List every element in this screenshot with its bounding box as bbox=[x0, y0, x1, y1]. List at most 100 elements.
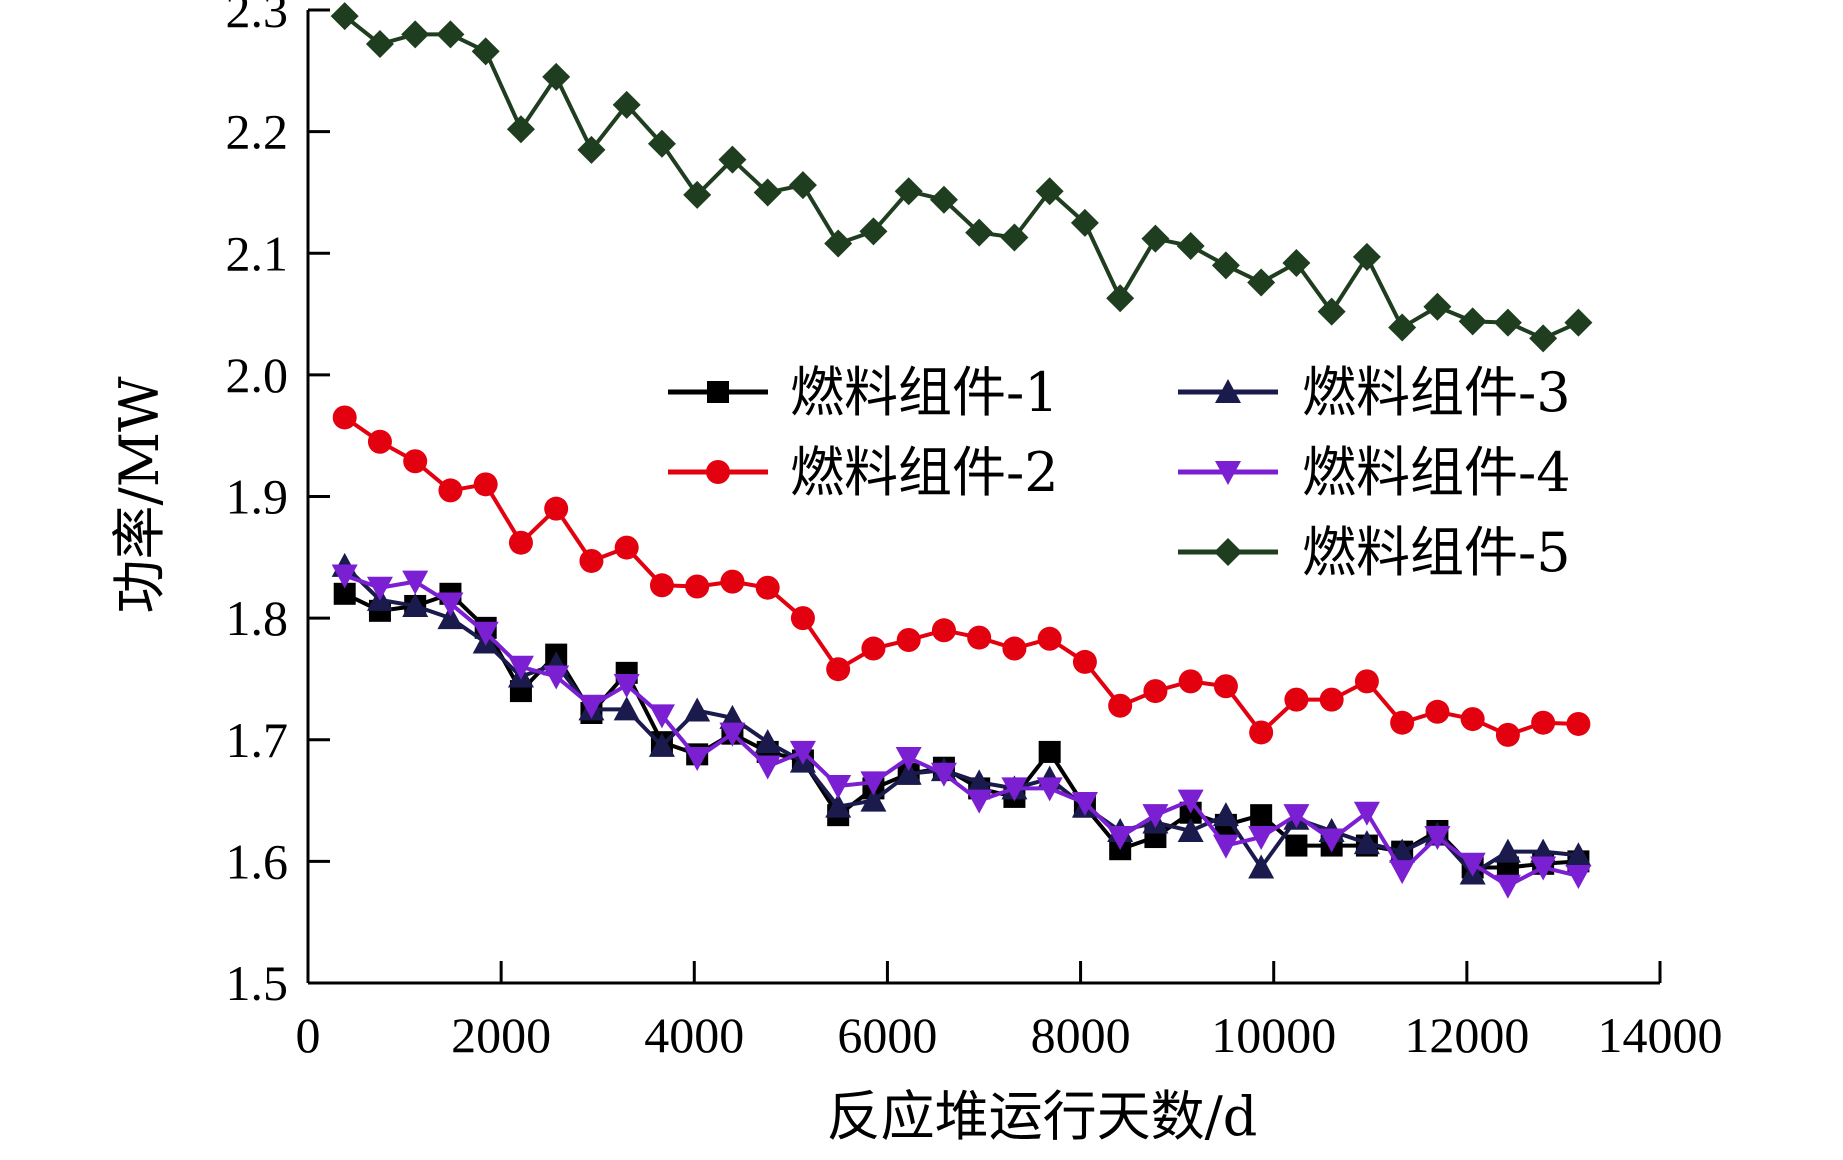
data-point bbox=[1107, 826, 1134, 851]
data-point bbox=[895, 746, 922, 771]
data-point bbox=[1565, 864, 1592, 889]
legend-label: 燃料组件-2 bbox=[790, 441, 1059, 504]
data-point bbox=[931, 618, 956, 643]
data-point bbox=[1212, 834, 1239, 859]
data-point bbox=[1494, 874, 1521, 899]
legend-marker bbox=[1214, 538, 1242, 566]
data-point bbox=[647, 129, 676, 158]
data-point bbox=[720, 569, 745, 594]
data-point bbox=[826, 657, 851, 682]
data-point bbox=[365, 30, 394, 59]
legend-item-4: 燃料组件-4 bbox=[1178, 441, 1571, 504]
data-point bbox=[1212, 802, 1239, 827]
data-point bbox=[1002, 636, 1027, 661]
data-point bbox=[1036, 777, 1063, 802]
legend-item-2: 燃料组件-2 bbox=[668, 441, 1059, 504]
legend: 燃料组件-1 燃料组件-2 燃料组件-3 燃料组件-4 燃料组件-5 bbox=[668, 361, 1571, 584]
series-5 bbox=[330, 2, 1593, 353]
data-point bbox=[1249, 720, 1274, 745]
y-tick-label: 1.7 bbox=[226, 712, 289, 768]
data-point bbox=[333, 582, 356, 605]
data-point bbox=[1388, 313, 1417, 342]
data-point bbox=[896, 628, 921, 653]
data-point bbox=[507, 655, 534, 680]
y-tick-label: 1.5 bbox=[226, 955, 289, 1011]
y-axis-ticks: 1.5 1.6 1.7 1.8 1.9 2.0 2.1 2.2 2.3 bbox=[226, 0, 330, 1011]
data-point bbox=[860, 787, 887, 812]
data-point bbox=[1494, 838, 1521, 863]
series-2 bbox=[332, 405, 1591, 747]
y-tick-label: 2.3 bbox=[226, 0, 289, 38]
data-point bbox=[1213, 674, 1238, 699]
data-point bbox=[1531, 710, 1556, 735]
data-point bbox=[1425, 699, 1450, 724]
data-point bbox=[1250, 804, 1273, 827]
data-point bbox=[1106, 284, 1135, 313]
x-tick-label: 8000 bbox=[1031, 1007, 1131, 1063]
data-point bbox=[1564, 308, 1593, 337]
data-point bbox=[649, 573, 674, 598]
data-point bbox=[1035, 177, 1064, 206]
data-point bbox=[1178, 669, 1203, 694]
y-tick-label: 1.6 bbox=[226, 833, 289, 889]
data-point bbox=[1458, 307, 1487, 336]
data-point bbox=[1565, 842, 1592, 867]
data-point bbox=[1319, 687, 1344, 712]
data-point bbox=[544, 496, 569, 521]
data-point bbox=[472, 621, 499, 646]
data-point bbox=[648, 732, 675, 757]
data-point bbox=[1285, 834, 1308, 857]
data-point bbox=[438, 478, 463, 503]
data-point bbox=[578, 694, 605, 719]
data-point bbox=[506, 115, 535, 144]
data-point bbox=[1038, 740, 1061, 763]
data-point bbox=[1000, 223, 1029, 252]
legend-label: 燃料组件-3 bbox=[1302, 361, 1571, 424]
data-point bbox=[367, 429, 392, 454]
x-tick-label: 4000 bbox=[644, 1007, 744, 1063]
series-line bbox=[343, 14, 1580, 341]
data-point bbox=[401, 20, 430, 49]
data-point bbox=[967, 625, 992, 650]
y-axis-title: 功率/MW bbox=[108, 376, 171, 613]
x-tick-label: 2000 bbox=[451, 1007, 551, 1063]
data-point bbox=[402, 592, 429, 617]
data-point bbox=[1318, 828, 1345, 853]
legend-label: 燃料组件-5 bbox=[1302, 521, 1571, 584]
x-tick-label: 6000 bbox=[837, 1007, 937, 1063]
data-point bbox=[614, 535, 639, 560]
data-point bbox=[648, 704, 675, 729]
x-axis-ticks: 0 2000 4000 6000 8000 10000 12000 14000 bbox=[296, 961, 1723, 1063]
data-point bbox=[1493, 308, 1522, 337]
data-point bbox=[1072, 649, 1097, 674]
data-point bbox=[965, 218, 994, 247]
data-point bbox=[683, 180, 712, 209]
y-tick-label: 2.1 bbox=[226, 225, 289, 281]
data-point bbox=[860, 771, 887, 796]
data-point bbox=[437, 605, 464, 630]
data-point bbox=[790, 606, 815, 631]
data-point bbox=[1177, 789, 1204, 814]
x-tick-label: 10000 bbox=[1211, 1007, 1336, 1063]
data-point bbox=[966, 789, 993, 814]
data-point bbox=[508, 530, 533, 555]
data-point bbox=[330, 2, 359, 31]
data-point bbox=[613, 674, 640, 699]
data-point bbox=[1283, 804, 1310, 829]
data-point bbox=[789, 740, 816, 765]
legend-marker bbox=[707, 381, 729, 403]
data-point bbox=[366, 576, 393, 601]
data-point bbox=[755, 575, 780, 600]
data-point bbox=[1282, 248, 1311, 277]
data-point bbox=[861, 636, 886, 661]
data-point bbox=[894, 177, 923, 206]
data-point bbox=[753, 178, 782, 207]
data-point bbox=[436, 20, 465, 49]
y-tick-label: 2.2 bbox=[226, 104, 289, 160]
data-point bbox=[1177, 817, 1204, 842]
data-point bbox=[1495, 722, 1520, 747]
x-tick-label: 14000 bbox=[1598, 1007, 1723, 1063]
data-point bbox=[542, 62, 571, 91]
data-point bbox=[613, 696, 640, 721]
